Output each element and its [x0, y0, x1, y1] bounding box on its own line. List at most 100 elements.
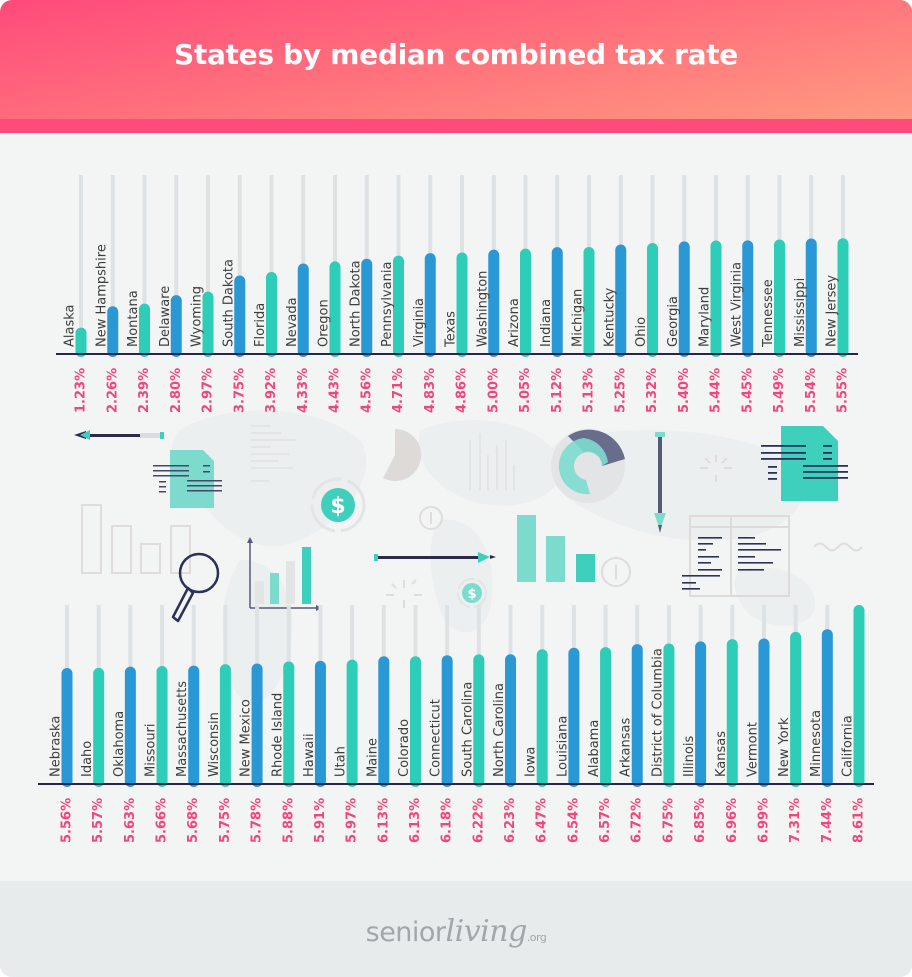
bar	[297, 263, 309, 357]
bar	[251, 663, 263, 787]
state-label: Oregon	[317, 299, 332, 347]
bar-group: Rhode Island 5.88%	[270, 605, 296, 843]
state-label: South Carolina	[460, 682, 475, 777]
state-label: West Virginia	[729, 262, 744, 347]
state-label: Massachusetts	[175, 681, 190, 777]
bar	[551, 247, 563, 357]
state-label: Utah	[334, 746, 349, 777]
value-label: 5.97%	[345, 798, 360, 843]
state-label: Missouri	[144, 723, 159, 777]
bar-group: Missouri 5.66%	[144, 605, 170, 843]
bar-group: Iowa 6.47%	[524, 605, 550, 843]
state-label: New Mexico	[239, 699, 254, 777]
value-label: 6.72%	[630, 798, 645, 843]
bar-group: Washington 5.00%	[475, 175, 501, 413]
logo-text-living: living	[445, 914, 528, 949]
bar	[346, 659, 358, 787]
value-label: 5.12%	[550, 368, 565, 413]
bar	[488, 249, 500, 357]
state-label: Ohio	[634, 317, 649, 347]
pie-chart-icon	[383, 428, 422, 481]
bar	[583, 246, 595, 357]
state-label: Tennessee	[761, 279, 776, 348]
state-label: Virginia	[412, 298, 427, 347]
state-label: Minnesota	[809, 710, 824, 777]
value-label: 7.44%	[820, 798, 835, 843]
value-label: 4.33%	[296, 368, 311, 413]
state-label: Hawaii	[302, 733, 317, 777]
bar-group: Delaware 2.80%	[158, 175, 184, 413]
value-label: 6.23%	[503, 798, 518, 843]
state-label: New York	[777, 717, 792, 777]
bar	[393, 255, 404, 357]
state-label: Arkansas	[619, 718, 634, 777]
bar-group: Kansas 6.96%	[714, 605, 740, 843]
table-icon	[682, 515, 790, 597]
bar-group: North Carolina 6.23%	[492, 605, 518, 843]
state-label: Idaho	[80, 741, 95, 777]
bar-track	[206, 175, 210, 353]
state-label: Nevada	[285, 297, 300, 347]
info-icon	[601, 557, 631, 587]
bar-group: California 8.61%	[841, 605, 867, 843]
value-label: 2.80%	[169, 368, 184, 413]
state-label: Wyoming	[190, 286, 205, 347]
bar-track	[142, 175, 147, 353]
bar	[409, 656, 421, 787]
bar	[758, 638, 770, 787]
value-label: 6.85%	[693, 798, 708, 843]
pen-icon	[74, 430, 164, 440]
state-label: Kentucky	[602, 287, 617, 347]
state-label: New Hampshire	[94, 244, 109, 347]
pen-icon	[374, 552, 496, 563]
value-label: 5.68%	[186, 798, 201, 843]
bar	[774, 239, 785, 357]
dollar-cycle-icon: $	[457, 578, 487, 608]
bar	[139, 303, 150, 357]
faint-line-chart	[469, 433, 515, 490]
value-label: 6.13%	[376, 798, 391, 843]
value-label: 6.75%	[661, 798, 676, 843]
state-label: Michigan	[571, 289, 586, 347]
state-label: Maryland	[698, 287, 713, 347]
bar-group: New Mexico 5.78%	[239, 605, 265, 843]
value-label: 5.75%	[218, 798, 233, 843]
bar	[631, 644, 643, 787]
value-label: 6.22%	[471, 798, 486, 843]
state-label: Rhode Island	[270, 693, 285, 777]
magnifier-icon	[171, 552, 220, 623]
bar	[314, 660, 326, 787]
value-label: 5.55%	[836, 368, 851, 413]
value-label: 1.23%	[74, 368, 89, 413]
state-label: South Dakota	[221, 259, 236, 347]
bar-track	[110, 175, 115, 353]
faint-text-lines	[251, 425, 296, 482]
state-label: New Jersey	[825, 275, 840, 347]
senior-living-logo[interactable]: seniorliving.org	[0, 914, 912, 949]
bar-group: Georgia 5.40%	[666, 175, 692, 413]
bar	[75, 327, 87, 357]
value-label: 5.25%	[613, 368, 628, 413]
state-label: California	[841, 715, 856, 777]
state-label: Wisconsin	[207, 712, 222, 777]
bar	[678, 241, 690, 357]
footer: seniorliving.org	[0, 881, 912, 977]
bar-group: New Jersey 5.55%	[825, 175, 851, 413]
bar	[853, 605, 865, 787]
state-label: Maine	[365, 738, 380, 777]
bar-group: Connecticut 6.18%	[429, 605, 455, 843]
bar	[615, 244, 627, 357]
value-label: 5.57%	[91, 798, 106, 843]
bar-group: Nevada 4.33%	[285, 175, 311, 413]
state-label: Delaware	[158, 286, 173, 347]
bar	[790, 631, 802, 787]
bar	[663, 643, 675, 787]
state-label: North Carolina	[492, 683, 507, 777]
dollar-cycle-icon: $	[310, 477, 366, 533]
state-label: Arizona	[507, 298, 522, 347]
document-icon	[761, 426, 848, 501]
bar-group: West Virginia 5.45%	[729, 175, 755, 413]
bar-group: Ohio 5.32%	[634, 175, 660, 413]
header-banner: States by median combined tax rate	[0, 0, 912, 119]
